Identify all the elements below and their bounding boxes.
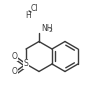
Text: Cl: Cl [30, 4, 38, 13]
Text: H: H [25, 11, 31, 20]
Text: 2: 2 [48, 28, 52, 33]
Text: NH: NH [41, 24, 53, 33]
Text: O: O [11, 67, 17, 76]
Text: S: S [24, 59, 28, 68]
Text: O: O [11, 52, 17, 61]
